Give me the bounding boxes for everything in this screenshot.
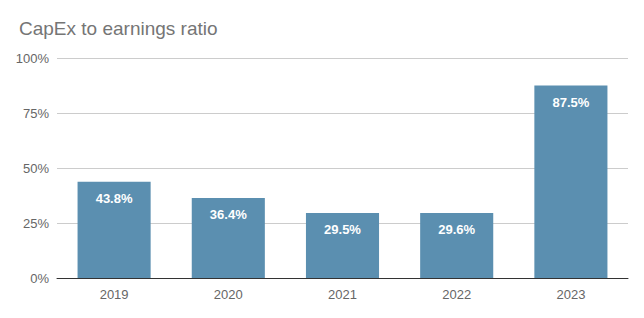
svg-text:29.6%: 29.6% [438,222,475,237]
svg-text:2019: 2019 [100,287,129,302]
svg-text:29.5%: 29.5% [324,222,361,237]
svg-text:0%: 0% [30,271,49,286]
svg-text:75%: 75% [23,106,49,121]
svg-text:2023: 2023 [556,287,585,302]
svg-text:2020: 2020 [214,287,243,302]
svg-text:2021: 2021 [328,287,357,302]
svg-text:43.8%: 43.8% [96,191,133,206]
svg-text:87.5%: 87.5% [552,95,589,110]
svg-text:50%: 50% [23,161,49,176]
svg-text:2022: 2022 [442,287,471,302]
svg-text:CapEx to earnings ratio: CapEx to earnings ratio [19,18,218,39]
svg-text:100%: 100% [16,51,50,66]
svg-text:25%: 25% [23,216,49,231]
svg-text:36.4%: 36.4% [210,207,247,222]
